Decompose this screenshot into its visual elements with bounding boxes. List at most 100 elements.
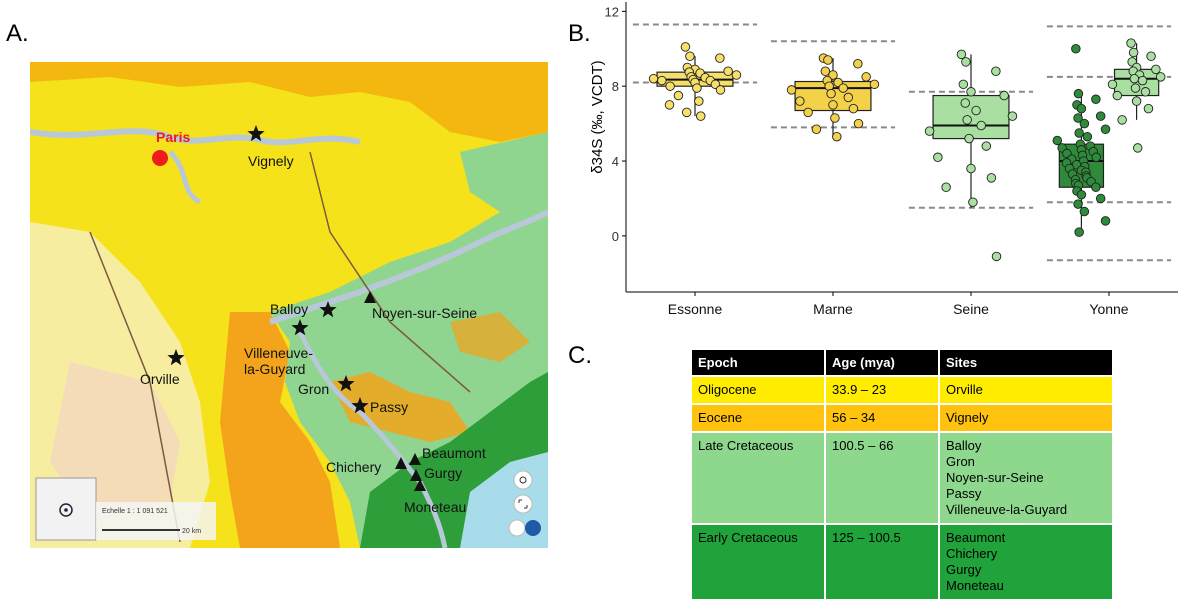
data-point (861, 72, 871, 82)
data-point (843, 92, 854, 103)
data-point (999, 90, 1009, 101)
data-point (1076, 189, 1087, 200)
data-point (981, 141, 992, 151)
site-triangle-gurgy (410, 469, 422, 481)
data-point (828, 100, 838, 110)
cell-age: 100.5 – 66 (825, 431, 940, 524)
data-point (1074, 128, 1084, 138)
site-label-vignely: Vignely (248, 153, 294, 169)
paris-label: Paris (156, 129, 190, 145)
data-point (1076, 103, 1087, 114)
site-label-orville: Orville (140, 371, 180, 387)
data-point (1132, 143, 1143, 153)
table-row: Eocene 56 – 34 Vignely (692, 403, 1114, 432)
data-point (1091, 94, 1101, 105)
y-tick-label: 8 (612, 79, 619, 94)
table-header-row: Epoch Age (mya) Sites (692, 350, 1114, 376)
paris-marker (152, 150, 168, 166)
data-point (826, 88, 836, 99)
data-point (838, 83, 848, 93)
data-point (1146, 51, 1156, 62)
site-name: Gron (946, 454, 975, 469)
site-name: Balloy (946, 438, 982, 453)
site-star-vignely (247, 125, 265, 142)
data-point (1126, 38, 1136, 48)
x-tick-label-seine: Seine (953, 301, 989, 317)
data-point (853, 118, 864, 129)
site-label-moneteau: Moneteau (404, 499, 466, 515)
data-point (1155, 72, 1166, 82)
site-label-villeneuve-la-guyard: Villeneuve-la-Guyard (244, 345, 313, 377)
data-point (830, 113, 840, 123)
site-name: Vignely (946, 410, 989, 425)
data-point (966, 163, 976, 174)
data-point (1073, 113, 1083, 123)
data-point (731, 70, 742, 80)
data-point (1107, 79, 1118, 90)
data-point (961, 57, 971, 67)
data-point (933, 152, 943, 163)
data-point (1117, 115, 1127, 125)
sulfur-isotope-boxplot: 0 4 8 12 Essonne Marne Seine Yonne δ34S (‰, VC… (590, 2, 1178, 317)
scale-text: Echelle 1 : 1 091 521 (102, 508, 168, 515)
geologic-map: Paris Vignely Balloy Noyen-sur-Seine Villen… (30, 62, 548, 548)
epoch-table: Epoch Age (mya) Sites Oligocene 33.9 – 23… (692, 350, 1114, 599)
data-point (685, 51, 695, 62)
scale-bar-label: 20 km (182, 528, 201, 535)
data-point (823, 55, 833, 65)
data-point (1079, 206, 1090, 217)
header-epoch: Epoch (692, 350, 826, 376)
y-tick-label: 4 (612, 154, 619, 169)
data-point (786, 85, 797, 95)
data-point (1073, 88, 1084, 99)
2d-button[interactable] (508, 519, 526, 537)
data-point (960, 98, 971, 108)
data-point (1071, 44, 1081, 54)
data-point (657, 75, 667, 86)
data-point (1079, 118, 1090, 129)
data-point (1095, 193, 1106, 204)
site-triangle-beaumont (409, 453, 421, 465)
y-tick-label: 12 (605, 4, 619, 19)
data-point (958, 79, 969, 90)
site-label-gurgy: Gurgy (424, 465, 462, 481)
data-point (869, 79, 880, 90)
data-point (1130, 83, 1141, 93)
site-name: Gurgy (946, 562, 982, 577)
data-point (1091, 152, 1101, 163)
site-name: Noyen-sur-Seine (946, 470, 1044, 485)
locate-button[interactable] (513, 470, 533, 490)
data-point (991, 251, 1002, 262)
data-point (664, 100, 675, 110)
3d-button[interactable] (525, 520, 541, 536)
site-label-beaumont: Beaumont (422, 445, 486, 461)
data-point (811, 124, 822, 134)
site-triangle-noyen-sur-seine (364, 291, 376, 303)
data-point (1143, 103, 1154, 114)
data-point (680, 42, 691, 52)
data-point (828, 70, 838, 80)
data-point (941, 182, 951, 192)
data-point (976, 120, 986, 131)
data-point (820, 66, 831, 76)
data-point (715, 53, 725, 63)
x-tick-label-yonne: Yonne (1089, 301, 1128, 317)
cell-epoch: Early Cretaceous (692, 523, 826, 599)
cell-age: 125 – 100.5 (825, 523, 940, 599)
data-point (1052, 135, 1063, 146)
data-point (1100, 124, 1111, 134)
data-point (964, 133, 974, 144)
data-point (665, 81, 675, 91)
fullscreen-button[interactable] (513, 494, 533, 514)
panel-label-b: B. (568, 20, 591, 47)
data-point (673, 90, 684, 101)
site-label-passy: Passy (370, 399, 408, 415)
data-point (1151, 64, 1161, 75)
y-tick-label: 0 (612, 229, 619, 244)
data-point (1074, 227, 1084, 237)
data-point (832, 131, 842, 142)
data-point (795, 96, 805, 106)
cell-sites: Balloy Gron Noyen-sur-Seine Passy Villeneuve… (939, 431, 1114, 524)
data-point (1082, 131, 1093, 142)
site-name: Passy (946, 486, 982, 501)
